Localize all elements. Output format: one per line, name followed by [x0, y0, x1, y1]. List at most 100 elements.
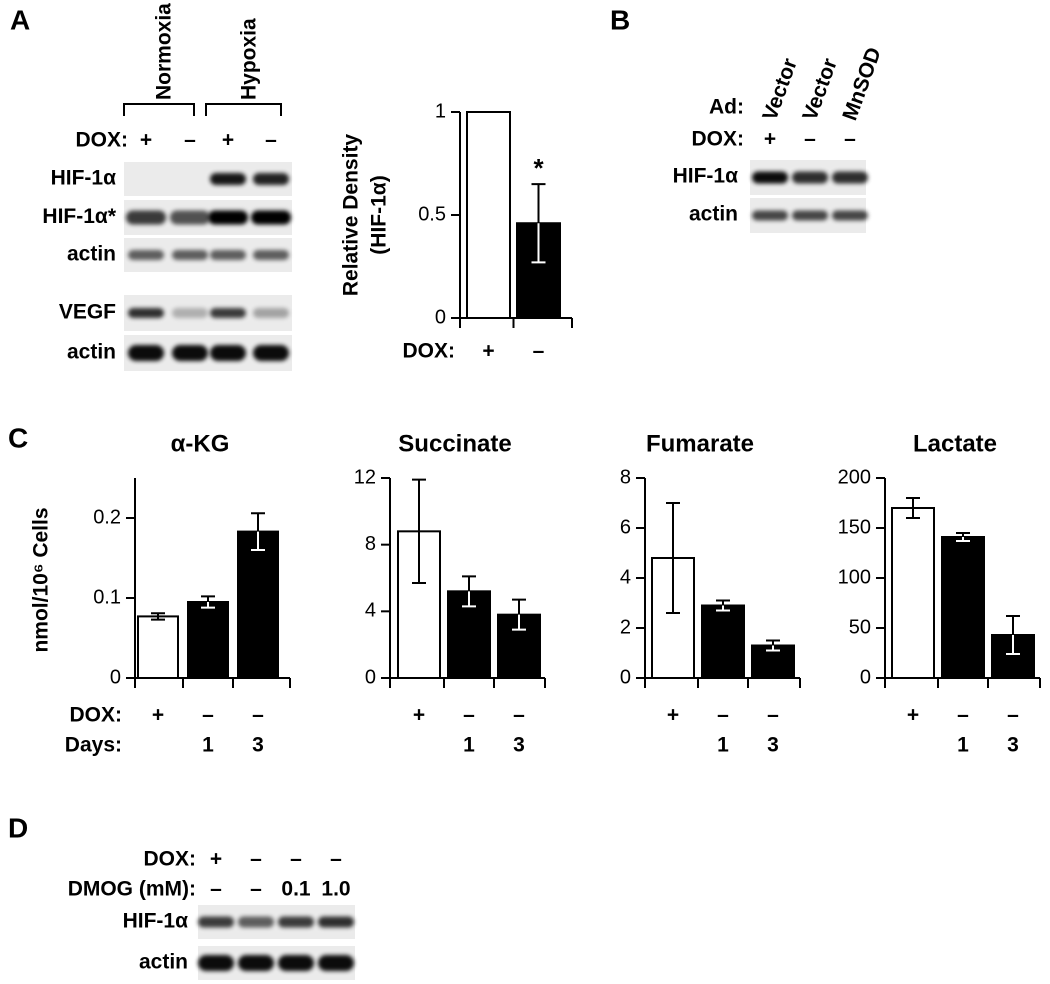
bar	[137, 615, 179, 680]
error-bar	[906, 508, 920, 519]
row-label: HIF-1α	[123, 910, 189, 933]
band	[251, 210, 291, 225]
chart-title: Lactate	[913, 430, 997, 457]
y-axis-label: nmol/10⁶ Cells	[30, 507, 53, 652]
x-tick-label: –	[202, 704, 214, 727]
error-bar	[666, 502, 680, 558]
band	[126, 210, 166, 225]
x-tick-label: –	[463, 704, 475, 727]
bar	[941, 536, 985, 679]
lane-label: –	[844, 128, 856, 151]
bar	[891, 507, 935, 679]
error-bar	[512, 598, 526, 615]
lane-label: 1.0	[321, 878, 350, 901]
x-tick-label: +	[482, 340, 494, 363]
bar	[701, 604, 745, 679]
annotation: *	[533, 153, 544, 183]
x-tick-label: +	[667, 704, 679, 727]
error-bar	[956, 537, 970, 542]
band	[238, 916, 274, 928]
y-tick-label: 50	[849, 616, 871, 638]
row-label: DOX:	[76, 129, 129, 152]
error-bar	[1006, 635, 1020, 655]
row-label: actin	[139, 951, 188, 974]
error-bar	[512, 614, 526, 631]
band	[792, 171, 828, 184]
x-tick-label: 3	[767, 734, 779, 757]
y-tick-label: 150	[838, 516, 871, 538]
row-label: actin	[67, 341, 116, 364]
error-bar	[766, 645, 780, 652]
group-label: Normoxia	[153, 3, 176, 100]
x-tick-label: 1	[463, 734, 475, 757]
x-tick-label: +	[907, 704, 919, 727]
band	[238, 955, 274, 971]
group-label: Hypoxia	[238, 18, 261, 100]
bracket	[123, 103, 195, 116]
band	[832, 171, 868, 184]
x-tick-label: 3	[513, 734, 525, 757]
error-bar	[666, 558, 680, 614]
band	[318, 916, 354, 928]
band	[128, 250, 164, 260]
row-label: HIF-1α	[673, 165, 739, 188]
lane-label: –	[250, 848, 262, 871]
band	[253, 173, 289, 185]
band	[128, 308, 164, 318]
band	[210, 250, 246, 260]
error-bar	[531, 223, 546, 264]
band	[208, 210, 248, 225]
band	[210, 308, 246, 318]
panel-label: B	[610, 4, 630, 35]
y-tick-label: 2	[620, 616, 631, 638]
row-label: actin	[67, 243, 116, 266]
error-bar	[462, 575, 476, 592]
bracket	[205, 103, 282, 116]
lane-label: –	[290, 848, 302, 871]
error-bar	[716, 605, 730, 612]
y-tick-label: 0.5	[418, 203, 446, 225]
lane-label: –	[210, 878, 222, 901]
error-bar	[151, 616, 165, 621]
y-tick-label: 4	[365, 600, 376, 622]
lane-label: +	[222, 129, 234, 152]
x-tick-label: 1	[957, 734, 969, 757]
band	[318, 955, 354, 971]
y-tick-label: 0.2	[93, 506, 121, 528]
bar	[466, 111, 511, 319]
lane-label: 0.1	[281, 878, 311, 901]
lane-label: –	[330, 848, 342, 871]
row-label: Days:	[65, 734, 122, 757]
x-tick-label: +	[413, 704, 425, 727]
lane-label: Vector	[758, 55, 802, 123]
band	[752, 210, 788, 221]
x-tick-label: –	[1007, 704, 1019, 727]
band	[278, 955, 314, 971]
lane-label: +	[140, 129, 152, 152]
panel-label: C	[8, 422, 28, 453]
error-bar	[412, 531, 426, 584]
band	[198, 916, 234, 928]
error-bar	[906, 497, 920, 508]
band	[172, 345, 208, 361]
row-label: DOX:	[403, 340, 456, 363]
y-tick-label: 0	[110, 666, 121, 688]
lane-label: +	[210, 848, 222, 871]
error-bar	[412, 478, 426, 532]
error-bar	[251, 531, 265, 551]
y-tick-label: 0	[860, 666, 871, 688]
error-bar	[1006, 615, 1020, 635]
y-tick-label: 8	[365, 533, 376, 555]
error-bar	[716, 599, 730, 606]
chart-title: α-KG	[171, 430, 230, 457]
x-tick-label: –	[767, 704, 779, 727]
y-tick-label: 1	[435, 100, 446, 122]
row-label: Ad:	[709, 96, 744, 119]
y-tick-label: 200	[838, 466, 871, 488]
x-tick-label: –	[533, 340, 545, 363]
lane-label: –	[804, 128, 816, 151]
chart-title: Succinate	[398, 430, 511, 457]
row-label: DOX:	[144, 848, 197, 871]
y-tick-label: 8	[620, 466, 631, 488]
